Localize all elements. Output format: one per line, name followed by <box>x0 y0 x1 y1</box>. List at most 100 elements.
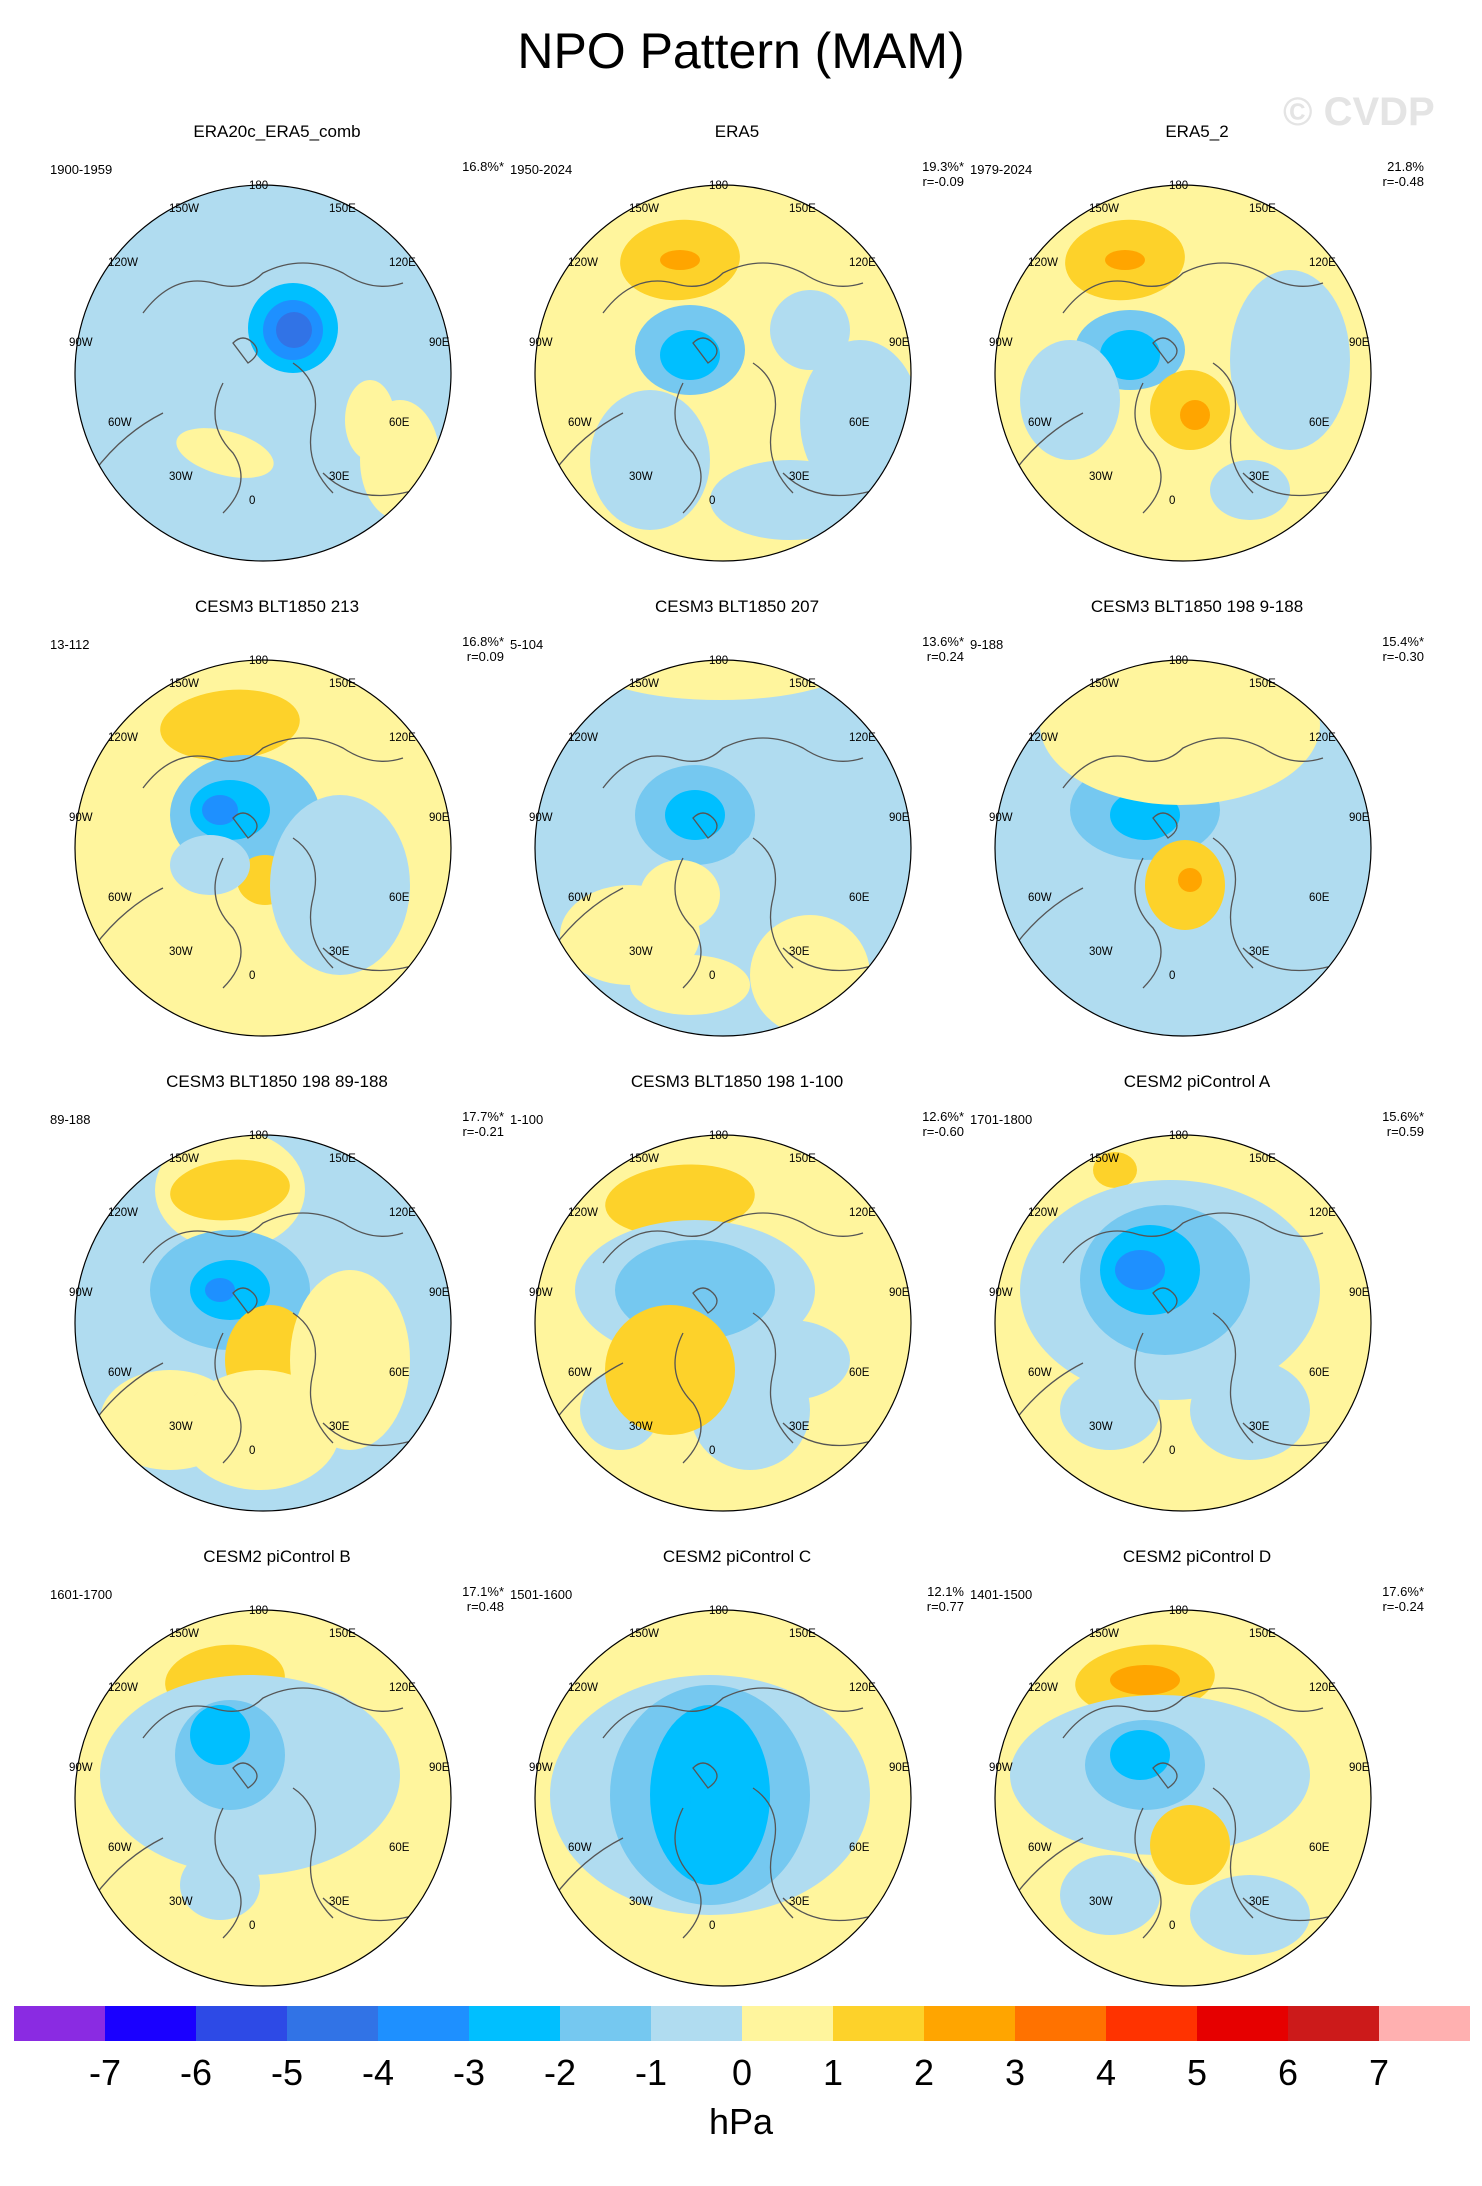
longitude-label: 60E <box>849 1842 870 1854</box>
anomaly-contour <box>1105 250 1145 270</box>
anomaly-contour <box>1190 1360 1310 1460</box>
colorbar-tick-label: 7 <box>1368 2052 1390 2093</box>
longitude-label: 90E <box>1349 1287 1370 1299</box>
longitude-label: 90E <box>1349 812 1370 824</box>
pattern-correlation: r=0.09 <box>466 649 504 664</box>
colorbar-tick-label: -5 <box>270 2052 303 2093</box>
longitude-label: 30W <box>629 1421 653 1433</box>
longitude-label: 30E <box>1249 1896 1270 1908</box>
map-panel: CESM3 BLT1850 198 9-188 9-188 15.4%* r=-0.3… <box>950 595 1444 1065</box>
longitude-label: 0 <box>249 970 256 982</box>
longitude-label: 60W <box>108 1367 132 1379</box>
colorbar <box>14 2006 1470 2041</box>
longitude-label: 120E <box>849 1207 876 1219</box>
longitude-label: 150E <box>1249 1628 1276 1640</box>
coastline <box>1152 1762 1178 1789</box>
coastline <box>752 1787 794 1919</box>
variance-stats: 15.4%* r=-0.30 <box>1382 634 1424 664</box>
longitude-label: 30W <box>629 1896 653 1908</box>
colorbar-swatch <box>1288 2006 1380 2041</box>
longitude-label: 30E <box>329 471 350 483</box>
longitude-label: 60W <box>1028 1367 1052 1379</box>
variance-stats: 16.8%* <box>462 159 504 174</box>
colorbar-swatch <box>924 2006 1016 2041</box>
longitude-label: 60W <box>1028 417 1052 429</box>
coastline <box>752 837 794 969</box>
longitude-label: 30W <box>169 471 193 483</box>
variance-percent: 16.8%* <box>462 159 504 174</box>
variance-percent: 12.1% <box>927 1584 964 1599</box>
variance-stats: 15.6%* r=0.59 <box>1382 1109 1424 1139</box>
variance-percent: 16.8%* <box>462 634 504 649</box>
longitude-label: 150E <box>329 203 356 215</box>
longitude-label: 180 <box>709 180 729 192</box>
longitude-label: 90W <box>529 337 553 349</box>
longitude-label: 120W <box>568 257 599 269</box>
panel-title: CESM2 piControl A <box>1123 1072 1271 1091</box>
anomaly-contour <box>180 1370 340 1490</box>
longitude-label: 90E <box>429 1287 450 1299</box>
panel-period: 1-100 <box>510 1112 544 1127</box>
coastline <box>674 382 702 514</box>
longitude-label: 150W <box>629 678 660 690</box>
coastline <box>1212 1312 1254 1444</box>
longitude-label: 180 <box>249 1130 269 1142</box>
longitude-label: 60W <box>568 417 592 429</box>
map-rim <box>74 659 452 1037</box>
map-panel: CESM2 piControl C 1501-1600 12.1% r=0.77 180… <box>490 1545 984 2015</box>
longitude-label: 60E <box>389 892 410 904</box>
pattern-correlation: r=-0.21 <box>462 1124 504 1139</box>
panel-period: 1401-1500 <box>970 1587 1033 1602</box>
longitude-label: 90W <box>529 1287 553 1299</box>
panel-period: 9-188 <box>970 637 1004 652</box>
anomaly-contour <box>1093 1152 1137 1188</box>
coastline <box>292 837 334 969</box>
longitude-label: 60W <box>568 892 592 904</box>
longitude-label: 120W <box>108 257 139 269</box>
longitude-label: 120W <box>568 1207 599 1219</box>
longitude-label: 120E <box>389 257 416 269</box>
colorbar-tick-label: -4 <box>361 2052 394 2093</box>
polar-map <box>74 184 452 562</box>
anomaly-contour <box>202 795 238 825</box>
longitude-label: 30W <box>629 471 653 483</box>
panel-title: CESM3 BLT1850 198 1-100 <box>630 1072 844 1091</box>
longitude-label: 150W <box>1089 678 1120 690</box>
longitude-label: 30E <box>1249 1421 1270 1433</box>
longitude-label: 0 <box>709 1920 716 1932</box>
longitude-label: 0 <box>1169 1920 1176 1932</box>
longitude-label: 60E <box>849 417 870 429</box>
anomaly-contour <box>1030 885 1150 985</box>
map-rim <box>74 1609 452 1987</box>
panel-title: CESM2 piControl C <box>662 1547 812 1566</box>
longitude-label: 150W <box>629 1628 660 1640</box>
panel-period: 5-104 <box>510 637 544 652</box>
longitude-label: 60W <box>108 1842 132 1854</box>
panel-title: CESM3 BLT1850 207 <box>654 597 820 616</box>
colorbar-swatch <box>833 2006 925 2041</box>
map-panel: CESM2 piControl A 1701-1800 15.6%* r=0.59 18… <box>950 1070 1444 1540</box>
longitude-label: 90E <box>889 337 910 349</box>
colorbar-unit: hPa <box>708 2101 774 2142</box>
map-rim <box>534 659 912 1037</box>
longitude-label: 90E <box>889 1287 910 1299</box>
anomaly-contour <box>190 1705 250 1765</box>
polar-map <box>994 659 1372 1037</box>
anomaly-contour <box>605 1305 735 1435</box>
longitude-label: 90W <box>529 1762 553 1774</box>
longitude-label: 180 <box>249 1605 269 1617</box>
longitude-label: 90E <box>1349 1762 1370 1774</box>
anomaly-contour <box>730 1320 850 1400</box>
panel-period: 1900-1959 <box>50 162 113 177</box>
panel-title: CESM3 BLT1850 198 9-188 <box>1090 597 1304 616</box>
variance-stats: 17.1%* r=0.48 <box>462 1584 504 1614</box>
panel-title: ERA5_2 <box>1165 122 1229 141</box>
map-rim <box>534 1609 912 1987</box>
pattern-correlation: r=-0.60 <box>922 1124 964 1139</box>
longitude-label: 180 <box>709 1605 729 1617</box>
anomaly-contour <box>1230 270 1350 450</box>
longitude-label: 150W <box>1089 203 1120 215</box>
anomaly-contour <box>1110 1665 1180 1695</box>
longitude-label: 30E <box>1249 946 1270 958</box>
panel-title: CESM2 piControl D <box>1122 1547 1272 1566</box>
